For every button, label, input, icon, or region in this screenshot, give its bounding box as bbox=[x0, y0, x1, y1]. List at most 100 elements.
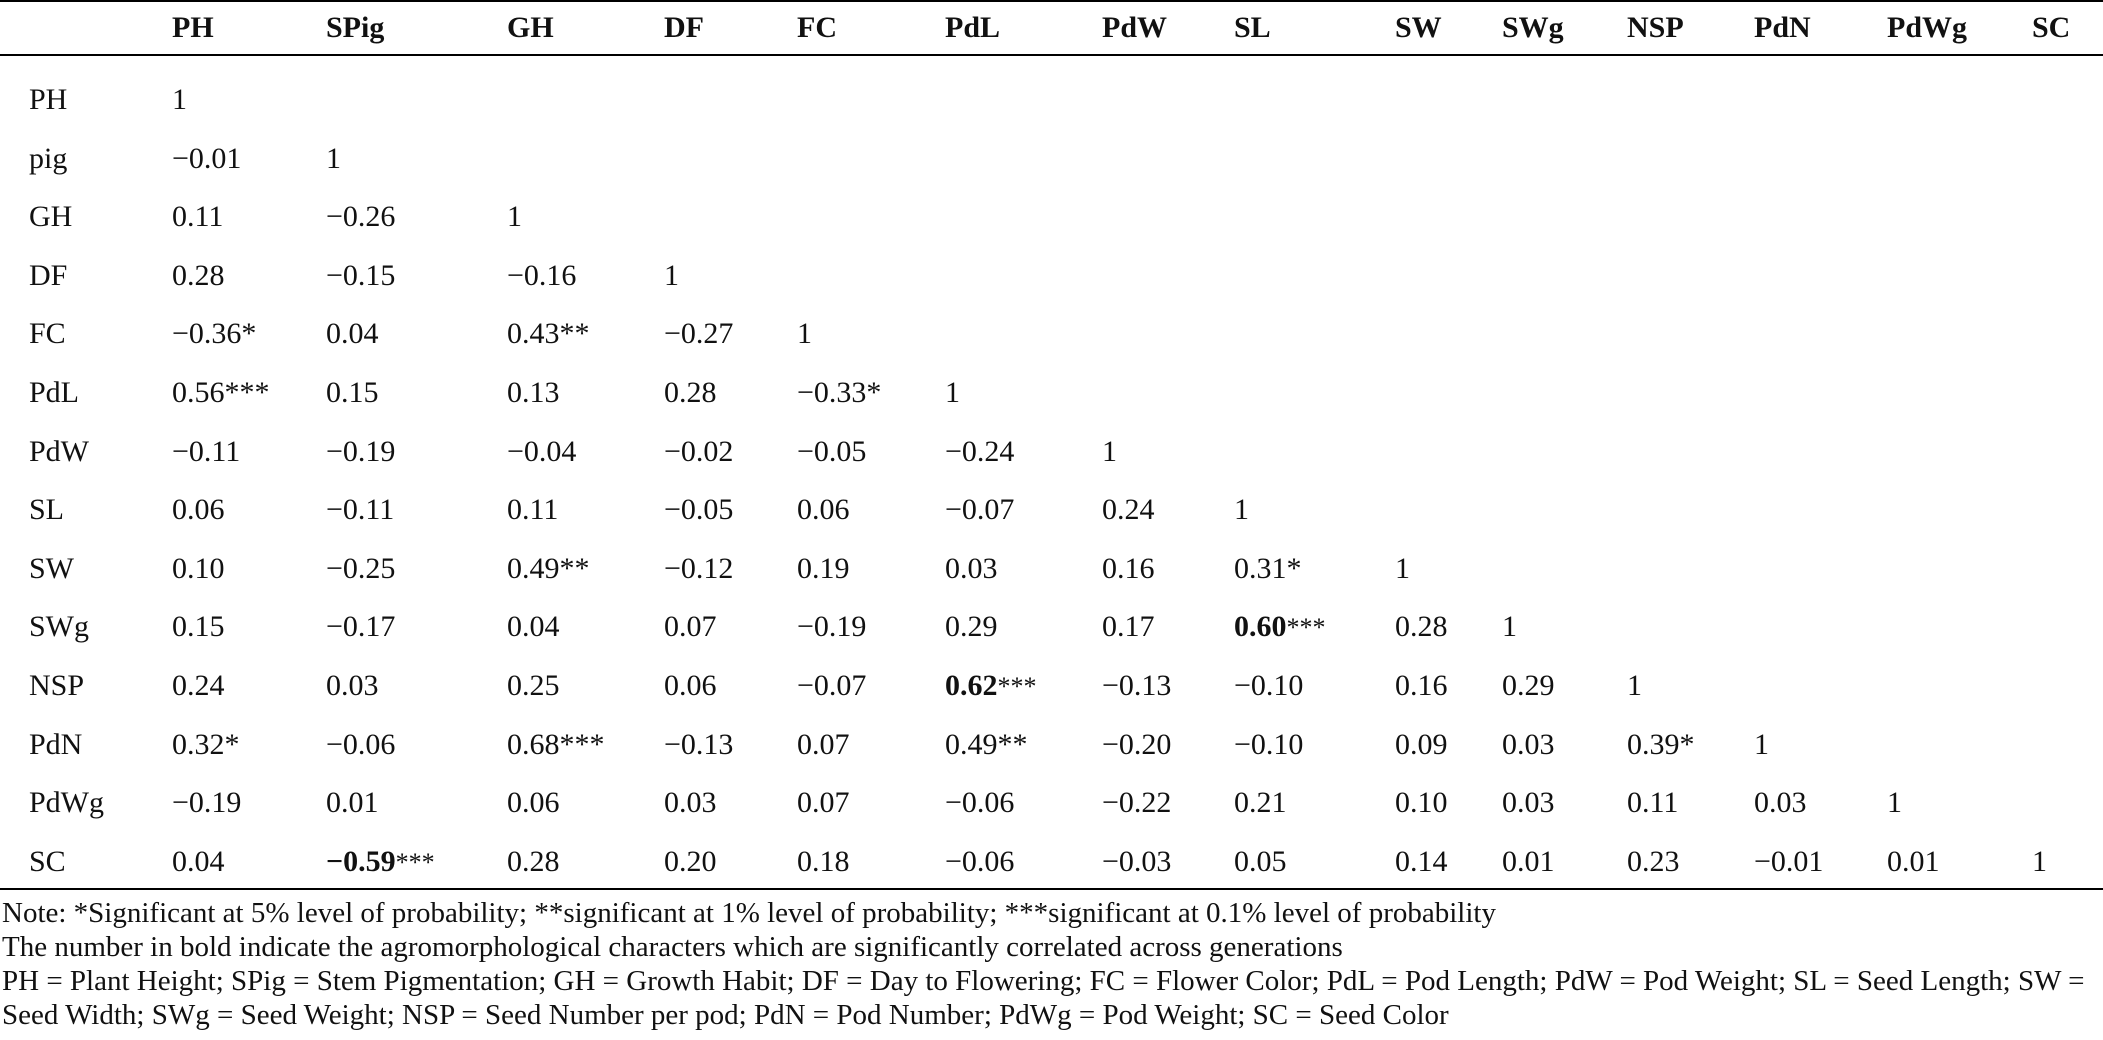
column-header: SC bbox=[2032, 11, 2071, 44]
column-header: PdW bbox=[1102, 11, 1168, 44]
table-header: PH SPig GH DF FC PdL PdW SL SW SWg NSP PdN PdWg SC bbox=[0, 2, 2103, 56]
table-cell: −0.12 bbox=[664, 551, 734, 585]
table-cell: 0.06 bbox=[797, 493, 850, 527]
table-cell: 0.01 bbox=[326, 786, 379, 820]
table-cell: −0.17 bbox=[326, 610, 396, 644]
table-cell: −0.05 bbox=[797, 434, 867, 468]
column-header: SPig bbox=[326, 11, 385, 44]
table-cell: −0.25 bbox=[326, 551, 396, 585]
column-header: SWg bbox=[1502, 11, 1564, 44]
table-cell: 0.60*** bbox=[1234, 607, 1326, 648]
table-cell: 0.23 bbox=[1627, 844, 1680, 878]
table-cell: 0.28 bbox=[1395, 610, 1448, 644]
row-label: SL bbox=[29, 493, 65, 527]
table-cell: 0.09 bbox=[1395, 727, 1448, 761]
table-cell: −0.19 bbox=[797, 610, 867, 644]
table-cell: −0.15 bbox=[326, 258, 396, 292]
table-cell: −0.10 bbox=[1234, 727, 1304, 761]
row-label: SC bbox=[29, 844, 66, 878]
table-cell: 0.03 bbox=[945, 551, 998, 585]
table-cell: −0.13 bbox=[664, 727, 734, 761]
table-cell: 0.03 bbox=[1502, 727, 1555, 761]
table-cell: 0.43** bbox=[507, 317, 590, 351]
table-cell: 0.11 bbox=[507, 493, 559, 527]
table-cell: −0.13 bbox=[1102, 669, 1172, 702]
table-notes: Note: *Significant at 5% level of probab… bbox=[2, 896, 2100, 1032]
table-cell: 0.03 bbox=[664, 786, 717, 820]
table-cell: 0.21 bbox=[1234, 786, 1287, 820]
table-cell: 0.17 bbox=[1102, 610, 1155, 644]
table-cell: 0.15 bbox=[172, 610, 225, 644]
table-cell: 0.32* bbox=[172, 727, 240, 761]
table-cell: 1 bbox=[945, 376, 960, 409]
table-cell: 0.31* bbox=[1234, 551, 1302, 585]
significance: *** bbox=[395, 847, 435, 877]
table-cell: 0.18 bbox=[797, 844, 850, 878]
table-cell: −0.02 bbox=[664, 434, 734, 468]
correlation-table: PH SPig GH DF FC PdL PdW SL SW SWg NSP PdN PdWg SC PH… bbox=[0, 0, 2103, 890]
row-label: SWg bbox=[29, 610, 89, 644]
table-cell: −0.04 bbox=[507, 434, 577, 468]
table-cell: 0.04 bbox=[326, 317, 379, 351]
table-cell: 0.28 bbox=[172, 258, 225, 292]
table-cell: 0.56*** bbox=[172, 376, 270, 409]
column-header: PH bbox=[172, 11, 214, 44]
table-cell: 0.11 bbox=[1627, 786, 1679, 820]
table-cell: 0.13 bbox=[507, 376, 560, 409]
table-cell: 0.20 bbox=[664, 844, 717, 878]
table-cell: 1 bbox=[1395, 551, 1410, 585]
table-cell: 0.29 bbox=[1502, 669, 1555, 702]
table-cell: 0.01 bbox=[1502, 844, 1555, 878]
table-cell: 0.07 bbox=[797, 786, 850, 820]
table-cell: 0.14 bbox=[1395, 844, 1448, 878]
table-cell: 0.15 bbox=[326, 376, 379, 409]
table-cell: 0.06 bbox=[664, 669, 717, 702]
table-cell: 0.10 bbox=[1395, 786, 1448, 820]
table-cell: 0.24 bbox=[1102, 493, 1155, 527]
column-header: SW bbox=[1395, 11, 1442, 44]
row-label: PdW bbox=[29, 434, 89, 468]
table-cell: 0.28 bbox=[507, 844, 560, 878]
row-label: PdL bbox=[29, 376, 80, 409]
note-line: Note: *Significant at 5% level of probab… bbox=[2, 897, 1496, 929]
table-cell: −0.06 bbox=[945, 786, 1015, 820]
table-cell: 0.03 bbox=[1502, 786, 1555, 820]
table-cell: 0.68*** bbox=[507, 727, 605, 761]
table-cell: −0.03 bbox=[1102, 844, 1172, 878]
row-label: PdWg bbox=[29, 786, 104, 820]
table-cell: −0.20 bbox=[1102, 727, 1172, 761]
table-cell: 0.07 bbox=[664, 610, 717, 644]
table-cell: 1 bbox=[797, 317, 812, 351]
table-cell: 0.62*** bbox=[945, 666, 1037, 707]
table-cell: 0.04 bbox=[507, 610, 560, 644]
table-cell: 0.06 bbox=[172, 493, 225, 527]
column-header: PdWg bbox=[1887, 11, 1968, 44]
row-label: PH bbox=[29, 83, 68, 116]
note-line: The number in bold indicate the agromorp… bbox=[2, 931, 1343, 963]
table-cell: −0.06 bbox=[945, 844, 1015, 878]
column-header: NSP bbox=[1627, 11, 1684, 44]
row-label: NSP bbox=[29, 669, 85, 702]
table-cell: −0.22 bbox=[1102, 786, 1172, 820]
table-cell: −0.33* bbox=[797, 376, 882, 409]
row-label: DF bbox=[29, 258, 68, 292]
table-cell: 0.49** bbox=[507, 551, 590, 585]
table-cell: −0.16 bbox=[507, 258, 577, 292]
table-cell: 0.28 bbox=[664, 376, 717, 409]
table-cell: −0.01 bbox=[1754, 844, 1824, 878]
table-cell: −0.19 bbox=[172, 786, 242, 820]
table-cell: 0.01 bbox=[1887, 844, 1940, 878]
table-cell: 1 bbox=[1887, 786, 1902, 820]
table-cell: 0.29 bbox=[945, 610, 998, 644]
bold-value: −0.59 bbox=[326, 844, 396, 878]
column-header: PdN bbox=[1754, 11, 1811, 44]
column-header: PdL bbox=[945, 11, 1001, 44]
table-cell: 0.07 bbox=[797, 727, 850, 761]
bold-value: 0.60 bbox=[1234, 610, 1287, 644]
table-cell: −0.07 bbox=[945, 493, 1015, 527]
table-cell: 0.10 bbox=[172, 551, 225, 585]
table-cell: 0.04 bbox=[172, 844, 225, 878]
table-cell: 1 bbox=[326, 141, 341, 175]
table-cell: −0.19 bbox=[326, 434, 396, 468]
